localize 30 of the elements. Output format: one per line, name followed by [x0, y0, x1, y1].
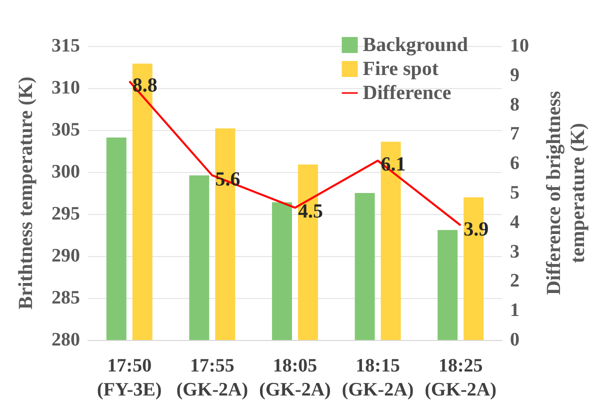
x-tick-label: 17:50 (FY-3E) [97, 356, 162, 400]
y-tick-label: 280 [52, 330, 80, 350]
y2-axis-title: Difference of brightness temperature (K) [543, 90, 589, 296]
y-tick-label: 315 [52, 36, 80, 56]
y2-tick-label: 2 [510, 270, 520, 292]
y2-tick-label: 0 [510, 330, 520, 350]
y-tick-label: 305 [52, 120, 80, 140]
legend-label: Fire spot [362, 58, 439, 80]
x-tick-label: 18:05 (GK-2A) [259, 356, 331, 400]
x-tick-label: 17:55 (GK-2A) [176, 356, 248, 400]
y2-tick-label: 6 [510, 153, 520, 174]
y-tick-label: 300 [52, 162, 80, 182]
y2-tick-label: 10 [510, 36, 529, 56]
x-tick-label: 18:25 (GK-2A) [424, 356, 496, 400]
x-tick-label: 18:15 (GK-2A) [342, 356, 414, 400]
y2-tick-label: 4 [510, 212, 520, 233]
legend-label: Difference [362, 82, 452, 104]
y-tick-label: 290 [52, 246, 80, 266]
y-tick-label: 295 [52, 204, 80, 224]
line-series [128, 80, 462, 226]
y2-tick-label: 5 [510, 182, 520, 204]
legend-label: Background [362, 34, 468, 56]
y2-tick-label: 8 [510, 94, 520, 116]
y2-tick-label: 9 [510, 64, 520, 86]
y2-tick-label: 3 [510, 241, 520, 262]
y-axis-title: Brithtness temperature (K) [15, 76, 37, 310]
y2-tick-label: 1 [510, 300, 520, 322]
y-tick-label: 310 [52, 78, 80, 98]
y2-tick-label: 7 [510, 124, 520, 145]
y-tick-label: 285 [52, 288, 80, 308]
